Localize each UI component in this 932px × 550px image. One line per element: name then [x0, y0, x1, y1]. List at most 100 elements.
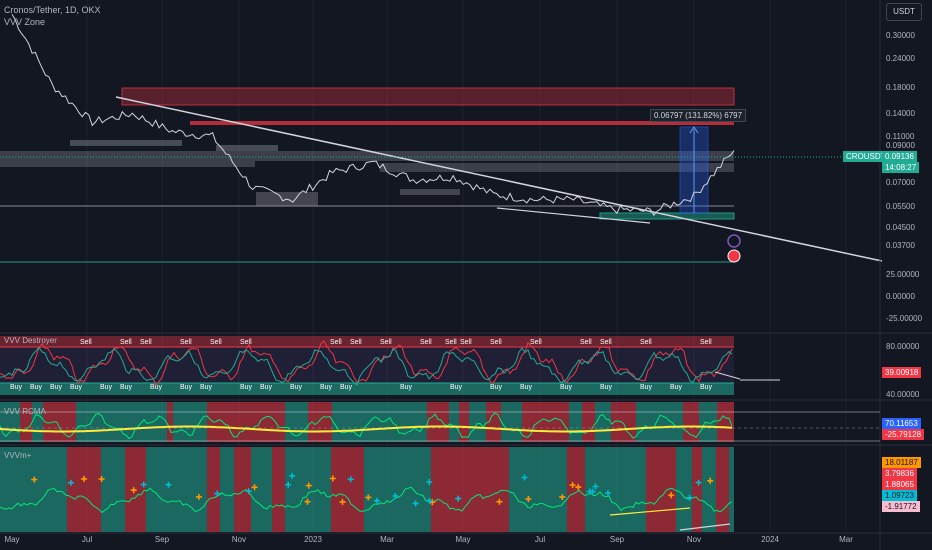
x-tick: Sep — [154, 535, 170, 544]
sell-label: Sell — [490, 339, 502, 346]
signal-marker — [165, 481, 172, 488]
zone-stripe — [548, 402, 569, 442]
rcma-background — [0, 402, 734, 442]
x-tick: Jul — [534, 535, 546, 544]
zone-stripe — [702, 447, 716, 532]
zone-stripe — [32, 402, 43, 442]
zone-stripe — [188, 402, 207, 442]
price-line — [11, 14, 735, 217]
vvvm-value-4: 1.09723 — [882, 490, 917, 501]
zone-stripe — [585, 447, 592, 532]
signal-marker — [589, 488, 596, 495]
vvvm-value-5: -1.91772 — [882, 501, 920, 512]
y-tick: 0.30000 — [886, 31, 915, 40]
signal-marker — [31, 476, 38, 483]
zone-stripe — [207, 447, 220, 532]
zone-stripe — [389, 447, 409, 532]
buy-label: Buy — [70, 384, 83, 391]
rcma-fast-line — [0, 412, 733, 440]
buy-label: Buy — [260, 384, 273, 391]
buy-label: Buy — [560, 384, 573, 391]
buy-label: Buy — [50, 384, 63, 391]
sell-label: Sell — [460, 339, 472, 346]
buy-label: Buy — [120, 384, 133, 391]
y-tick: 0.14000 — [886, 109, 915, 118]
y-tick: 0.05500 — [886, 202, 915, 211]
buy-label: Buy — [640, 384, 653, 391]
currency-button[interactable]: USDT — [886, 3, 922, 21]
zone-stripe — [364, 447, 373, 532]
sell-label: Sell — [330, 339, 342, 346]
price-tag: 0.09136 — [882, 151, 917, 162]
zone-stripe — [32, 447, 50, 532]
zone-stripe — [8, 447, 32, 532]
zone-stripe — [629, 402, 636, 442]
zone-stripe — [459, 402, 469, 442]
signal-marker — [81, 475, 87, 482]
pane-title-vvvm: VVVm+ — [4, 451, 32, 460]
signal-marker — [575, 484, 582, 491]
signal-marker — [521, 474, 528, 481]
signal-marker — [304, 498, 311, 505]
zone-stripe — [567, 447, 585, 532]
zone-stripe — [173, 402, 188, 442]
y-tick: 0.09000 — [886, 141, 915, 150]
zone-stripe — [522, 402, 548, 442]
zone-stripe — [592, 447, 610, 532]
zone-stripe — [168, 447, 181, 532]
signal-marker — [365, 494, 372, 501]
zone-stripe — [234, 447, 251, 532]
signal-marker — [140, 481, 147, 488]
zone-stripe — [553, 447, 567, 532]
zone-stripe — [272, 447, 285, 532]
signal-marker — [251, 484, 258, 491]
sell-label: Sell — [350, 339, 362, 346]
support-trendline — [496, 207, 651, 224]
signal-marker — [426, 498, 433, 504]
zone-stripe — [0, 447, 8, 532]
measure-label: 0.06797 (131.82%) 6797 — [650, 109, 747, 122]
sell-label: Sell — [80, 339, 92, 346]
supply-zone-top — [121, 87, 735, 106]
chart-title: Cronos/Tether, 1D, OKX — [4, 5, 101, 15]
y-tick: 0.04500 — [886, 223, 915, 232]
rcma-slow-line — [0, 425, 733, 433]
buy-label: Buy — [700, 384, 713, 391]
signal-marker — [285, 481, 292, 488]
zone-stripe — [146, 447, 168, 532]
countdown-tag: 14:08:27 — [882, 162, 920, 173]
y-tick: 25.00000 — [886, 270, 920, 279]
zone-stripe — [220, 447, 234, 532]
signal-marker — [686, 494, 693, 501]
zone-stripe — [315, 447, 331, 532]
destroyer-signal — [0, 346, 733, 386]
y-tick: 0.03700 — [886, 241, 915, 250]
signal-marker — [339, 498, 346, 505]
zone-stripe — [699, 402, 717, 442]
zone-stripe — [582, 402, 595, 442]
sell-label: Sell — [180, 339, 192, 346]
destroyer-oscillator — [0, 340, 733, 387]
x-tick: Jul — [81, 535, 93, 544]
signal-marker — [559, 494, 566, 501]
zone-stripe — [452, 447, 467, 532]
x-tick: Mar — [380, 535, 394, 544]
zone-stripe — [181, 447, 207, 532]
zone-stripe — [373, 447, 389, 532]
zone-stripe — [467, 447, 484, 532]
rcma-value-2: -25.79128 — [882, 429, 925, 440]
indicator-name: VVV Zone — [4, 17, 46, 27]
sell-label: Sell — [210, 339, 222, 346]
zone-stripe — [358, 447, 364, 532]
zone-stripe — [636, 402, 663, 442]
vvvm-markers — [31, 472, 714, 507]
zone-stripe — [676, 447, 692, 532]
x-tick: May — [455, 535, 471, 544]
signal-marker — [130, 487, 137, 494]
y-tick: 0.18000 — [886, 83, 915, 92]
zone-stripe — [407, 402, 427, 442]
sell-label: Sell — [640, 339, 652, 346]
rcma-value-1: 70.11653 — [882, 418, 921, 429]
zone-stripe — [646, 447, 668, 532]
